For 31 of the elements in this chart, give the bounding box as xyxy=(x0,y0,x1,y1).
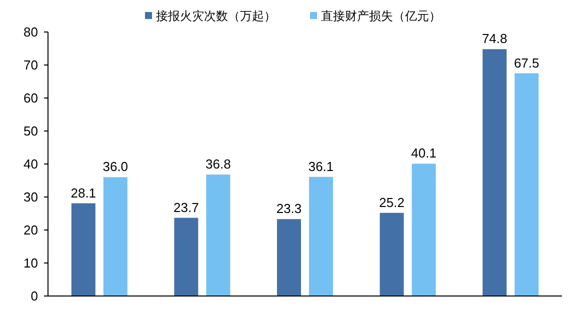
data-label: 40.1 xyxy=(411,146,436,161)
bar xyxy=(380,212,404,296)
y-tick-label: 70 xyxy=(24,58,38,73)
bar xyxy=(206,174,230,296)
legend-label: 接报火灾次数（万起） xyxy=(156,9,276,24)
data-label: 25.2 xyxy=(379,194,404,210)
legend-label: 直接财产损失（亿元） xyxy=(321,9,441,24)
y-tick-label: 50 xyxy=(24,124,38,139)
bar xyxy=(277,219,301,296)
y-tick-label: 30 xyxy=(24,190,38,205)
y-tick-label: 40 xyxy=(24,156,38,172)
data-label: 23.7 xyxy=(174,200,199,215)
y-tick-label: 0 xyxy=(30,288,38,304)
data-label: 23.3 xyxy=(276,201,302,216)
y-tick-label: 80 xyxy=(24,24,38,40)
bar xyxy=(71,203,96,296)
data-label: 74.8 xyxy=(482,31,508,46)
data-label: 36.8 xyxy=(206,156,231,172)
bar xyxy=(482,49,507,296)
data-label: 36.1 xyxy=(308,158,334,174)
bar xyxy=(412,164,436,296)
data-label: 28.1 xyxy=(70,185,96,200)
y-tick-label: 10 xyxy=(24,256,38,271)
bar xyxy=(309,176,333,296)
bar xyxy=(103,177,128,296)
data-label: 36.0 xyxy=(102,159,128,174)
y-tick-label: 60 xyxy=(24,90,38,106)
bar xyxy=(174,218,198,296)
data-label: 67.5 xyxy=(514,55,540,70)
bar xyxy=(514,73,539,296)
y-tick-label: 20 xyxy=(24,222,38,238)
